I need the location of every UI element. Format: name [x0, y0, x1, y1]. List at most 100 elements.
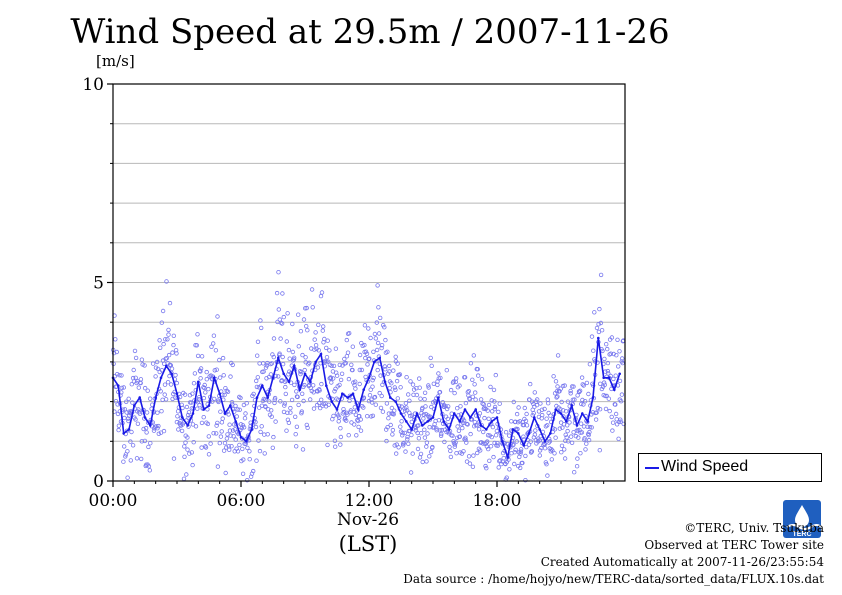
series-point	[458, 420, 462, 423]
sample-point	[476, 427, 482, 432]
sample-point	[583, 447, 588, 452]
series-point	[138, 396, 141, 399]
sample-point	[436, 371, 441, 376]
sample-point	[167, 373, 172, 379]
sample-point	[206, 452, 212, 457]
sample-point	[329, 380, 334, 385]
sample-point	[581, 402, 586, 407]
sample-point	[321, 401, 326, 406]
sample-point	[155, 426, 160, 431]
series-point	[335, 408, 339, 411]
sample-point	[255, 339, 261, 344]
sample-point	[547, 439, 553, 444]
sample-point	[351, 409, 356, 415]
y-tick-label: 10	[82, 75, 104, 95]
sample-point	[565, 423, 570, 428]
sample-point	[523, 453, 528, 459]
legend-label: Wind Speed	[661, 458, 749, 475]
sample-point	[263, 397, 268, 402]
sample-point	[321, 324, 326, 329]
sample-point	[281, 314, 286, 320]
sample-point	[284, 339, 289, 344]
sample-point	[517, 419, 523, 424]
sample-point	[190, 391, 195, 396]
sample-point	[220, 416, 225, 421]
sample-point	[326, 402, 331, 407]
sample-point	[325, 338, 330, 343]
sample-point	[568, 391, 573, 396]
sample-point	[470, 377, 475, 382]
sample-point	[394, 451, 399, 456]
sample-point	[284, 428, 289, 433]
sample-point	[572, 470, 577, 475]
sample-point	[617, 349, 622, 354]
sample-point	[198, 369, 203, 374]
sample-point	[495, 441, 500, 446]
sample-point	[524, 411, 529, 417]
sample-point	[291, 357, 297, 362]
sample-point	[375, 340, 381, 346]
sample-point	[338, 426, 343, 431]
series-point	[421, 424, 424, 427]
sample-point	[164, 356, 169, 361]
sample-point	[372, 331, 378, 337]
sample-point	[379, 393, 384, 399]
sample-point	[613, 411, 619, 417]
sample-point	[614, 422, 620, 427]
sample-point	[471, 353, 476, 358]
sample-point	[235, 449, 241, 454]
sample-point	[368, 335, 373, 341]
sample-point	[316, 348, 321, 353]
sample-point	[427, 454, 432, 459]
sample-point	[222, 440, 228, 446]
sample-point	[365, 414, 370, 419]
sample-point	[618, 399, 624, 404]
sample-point	[453, 440, 458, 445]
series-point	[442, 420, 446, 423]
y-axis-unit-label: [m/s]	[96, 52, 135, 70]
sample-point	[555, 384, 560, 389]
sample-point	[116, 427, 121, 433]
series-point	[127, 428, 131, 431]
sample-point	[468, 361, 474, 366]
sample-point	[409, 432, 414, 438]
series-point	[271, 376, 275, 380]
sample-point	[410, 382, 416, 387]
sample-point	[522, 405, 527, 411]
y-axis-ticks: 0 5 10	[82, 75, 113, 492]
series-point	[565, 420, 568, 423]
sample-point	[582, 399, 588, 404]
sample-point	[518, 449, 524, 454]
sample-point	[609, 414, 614, 420]
series-point	[314, 360, 318, 364]
sample-point	[580, 382, 585, 387]
sample-point	[565, 428, 570, 434]
sample-point	[446, 404, 451, 409]
sample-point	[199, 420, 205, 426]
sample-point	[586, 391, 591, 397]
sample-point	[545, 397, 550, 402]
sample-point	[271, 434, 276, 440]
sample-point	[518, 451, 523, 456]
sample-point	[486, 402, 492, 408]
sample-point	[373, 336, 378, 341]
sample-point	[418, 396, 423, 401]
sample-point	[387, 385, 392, 391]
sample-point	[357, 367, 362, 373]
sample-point	[241, 457, 246, 462]
sample-point	[454, 451, 459, 456]
sample-point	[539, 407, 545, 412]
sample-point	[210, 341, 216, 346]
series-point	[543, 440, 547, 443]
sample-point	[581, 424, 587, 429]
series-point	[213, 376, 216, 380]
sample-point	[400, 430, 405, 436]
sample-point	[165, 380, 171, 385]
sample-point	[282, 379, 288, 384]
sample-point	[575, 456, 580, 461]
sample-point	[448, 387, 454, 393]
sample-point	[129, 429, 134, 435]
sample-point	[250, 468, 256, 474]
sample-point	[434, 426, 439, 431]
